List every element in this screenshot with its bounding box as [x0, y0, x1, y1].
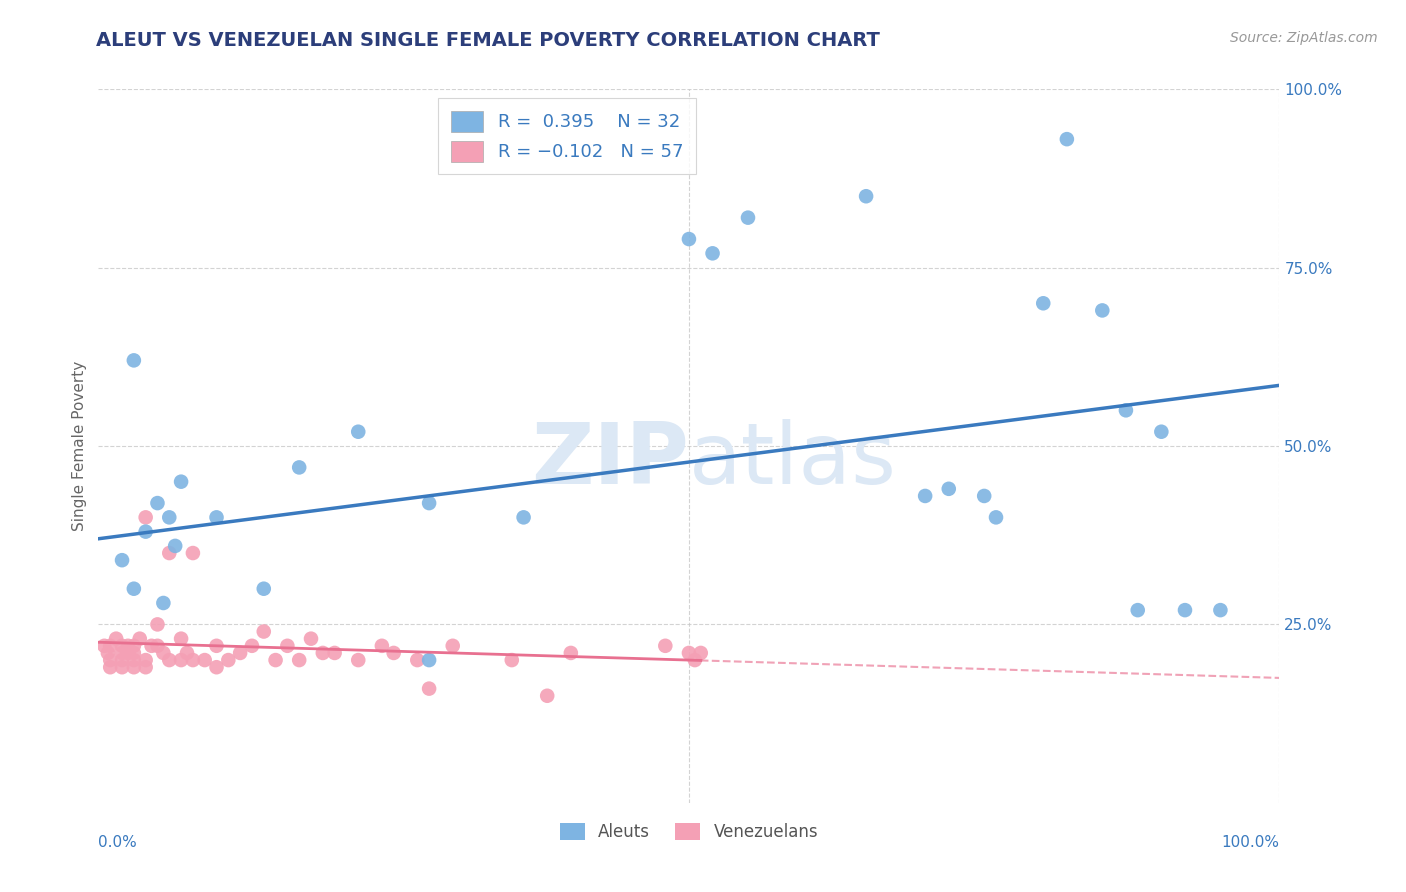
Point: [122, 653, 145, 667]
Point: [418, 681, 440, 696]
Point: [181, 653, 204, 667]
Point: [973, 489, 995, 503]
Point: [122, 646, 145, 660]
Point: [288, 653, 311, 667]
Point: [165, 539, 187, 553]
Point: [135, 524, 157, 539]
Y-axis label: Single Female Poverty: Single Female Poverty: [72, 361, 87, 531]
Point: [347, 425, 370, 439]
Point: [128, 632, 150, 646]
Point: [441, 639, 464, 653]
Text: ZIP: ZIP: [531, 418, 689, 502]
Point: [152, 646, 174, 660]
Point: [141, 639, 163, 653]
Point: [702, 246, 724, 260]
Point: [157, 510, 180, 524]
Point: [217, 653, 239, 667]
Point: [1209, 603, 1232, 617]
Point: [689, 646, 711, 660]
Point: [152, 596, 174, 610]
Point: [122, 639, 145, 653]
Point: [382, 646, 405, 660]
Point: [146, 639, 169, 653]
Point: [984, 510, 1007, 524]
Point: [299, 632, 322, 646]
Point: [176, 646, 198, 660]
Point: [170, 475, 193, 489]
Point: [97, 646, 120, 660]
Point: [157, 546, 180, 560]
Point: [146, 496, 169, 510]
Point: [240, 639, 263, 653]
Point: [111, 653, 134, 667]
Point: [737, 211, 759, 225]
Point: [205, 639, 228, 653]
Point: [98, 660, 121, 674]
Point: [938, 482, 960, 496]
Point: [93, 639, 115, 653]
Point: [111, 639, 134, 653]
Point: [264, 653, 287, 667]
Point: [312, 646, 335, 660]
Point: [111, 553, 134, 567]
Point: [135, 660, 157, 674]
Point: [135, 653, 157, 667]
Point: [135, 510, 157, 524]
Point: [146, 617, 169, 632]
Point: [170, 632, 193, 646]
Point: [98, 653, 121, 667]
Text: 0.0%: 0.0%: [98, 835, 138, 850]
Point: [347, 653, 370, 667]
Point: [111, 660, 134, 674]
Point: [536, 689, 558, 703]
Point: [253, 624, 276, 639]
Point: [418, 496, 440, 510]
Text: atlas: atlas: [689, 418, 897, 502]
Point: [98, 639, 121, 653]
Point: [1115, 403, 1137, 417]
Point: [501, 653, 523, 667]
Point: [253, 582, 276, 596]
Point: [914, 489, 936, 503]
Point: [205, 660, 228, 674]
Point: [1174, 603, 1197, 617]
Text: ALEUT VS VENEZUELAN SINGLE FEMALE POVERTY CORRELATION CHART: ALEUT VS VENEZUELAN SINGLE FEMALE POVERT…: [96, 31, 880, 50]
Point: [855, 189, 877, 203]
Point: [194, 653, 217, 667]
Point: [678, 232, 700, 246]
Point: [122, 353, 145, 368]
Point: [654, 639, 676, 653]
Point: [406, 653, 429, 667]
Point: [512, 510, 534, 524]
Point: [117, 646, 139, 660]
Point: [1032, 296, 1054, 310]
Point: [170, 653, 193, 667]
Point: [181, 546, 204, 560]
Point: [1091, 303, 1114, 318]
Point: [288, 460, 311, 475]
Point: [122, 660, 145, 674]
Point: [122, 582, 145, 596]
Point: [683, 653, 706, 667]
Text: 100.0%: 100.0%: [1222, 835, 1279, 850]
Text: Source: ZipAtlas.com: Source: ZipAtlas.com: [1230, 31, 1378, 45]
Legend: Aleuts, Venezuelans: Aleuts, Venezuelans: [553, 816, 825, 848]
Point: [105, 632, 128, 646]
Point: [560, 646, 582, 660]
Point: [157, 653, 180, 667]
Point: [205, 510, 228, 524]
Point: [229, 646, 252, 660]
Point: [276, 639, 298, 653]
Point: [117, 639, 139, 653]
Point: [678, 646, 700, 660]
Point: [418, 653, 440, 667]
Point: [1150, 425, 1173, 439]
Point: [111, 646, 134, 660]
Point: [1126, 603, 1149, 617]
Point: [371, 639, 394, 653]
Point: [1056, 132, 1078, 146]
Point: [323, 646, 346, 660]
